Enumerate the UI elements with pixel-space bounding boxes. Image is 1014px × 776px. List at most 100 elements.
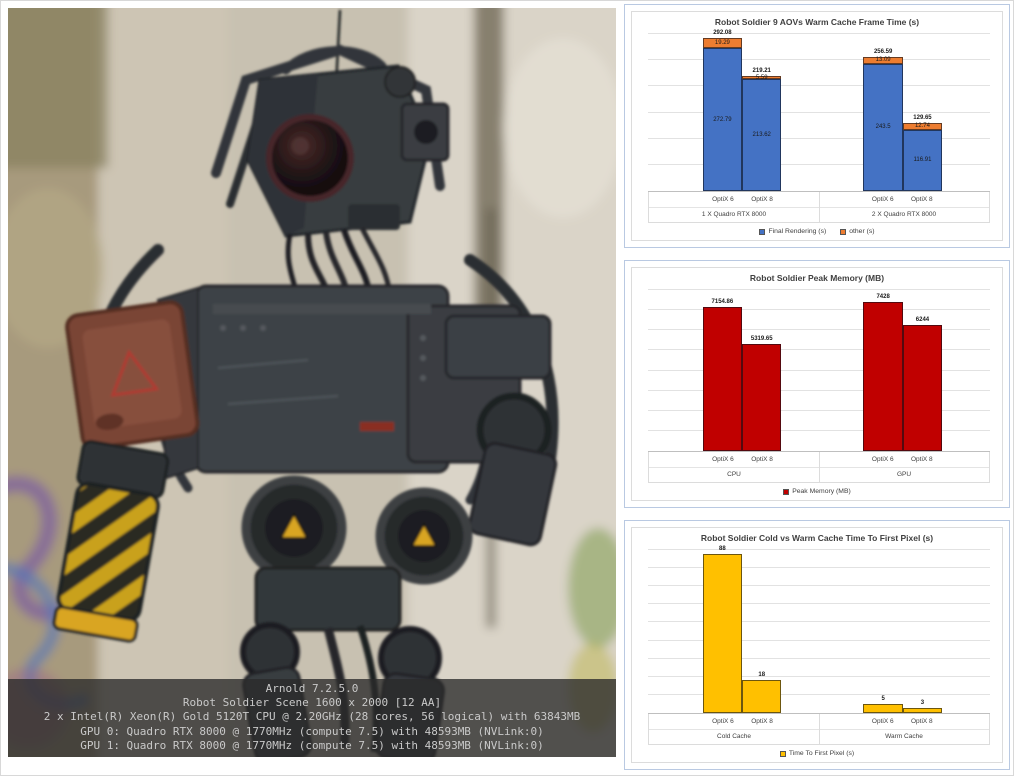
- axis-category-label: OptiX 6: [871, 196, 894, 203]
- gridline: [648, 309, 990, 311]
- chart-card-peak-memory: Robot Soldier Peak Memory (MB) 7154.86 53…: [624, 260, 1010, 508]
- render-info-overlay: Arnold 7.2.5.0 Robot Soldier Scene 1600 …: [8, 678, 616, 757]
- bar-final-rendering-s: [742, 79, 782, 191]
- bar-other-s: [702, 38, 743, 49]
- bar-total-label: 7154.86: [711, 299, 734, 306]
- axis-group-label: GPU: [896, 471, 912, 478]
- gridline: [648, 693, 990, 695]
- robot-illustration: [8, 8, 616, 757]
- axis-group-divider: [819, 452, 820, 482]
- gridline: [648, 389, 990, 391]
- bar-peak-memory-mb: [902, 325, 943, 451]
- segment-value-label: 19.29: [714, 40, 730, 47]
- legend-swatch: [759, 228, 766, 235]
- axis-category-label: OptiX 6: [871, 456, 894, 463]
- plot-area: 272.79 19.29 292.08 213.62 5.59 219.21 243.5 13…: [648, 30, 990, 192]
- segment-value-label: 116.91: [913, 157, 932, 164]
- legend-item: Peak Memory (MB): [783, 488, 851, 495]
- category-axis: OptiX 6 OptiX 8 OptiX 6 OptiX 8 Cold Cache Wa…: [648, 714, 990, 745]
- bar-total-label: 18: [758, 672, 766, 679]
- axis-group-label: Cold Cache: [717, 733, 751, 740]
- gridline: [648, 585, 990, 587]
- gridline: [648, 289, 990, 290]
- gridline: [648, 163, 990, 165]
- plot-area: 7154.86 5319.65 7428 6244: [648, 289, 990, 452]
- gridline: [648, 329, 990, 331]
- legend-item: Final Rendering (s): [759, 228, 826, 235]
- overlay-line-scene: Robot Soldier Scene 1600 x 2000 [12 AA]: [182, 696, 442, 710]
- bar-peak-memory-mb: [702, 307, 743, 451]
- gridline: [648, 33, 990, 34]
- axis-group-divider: [819, 714, 820, 744]
- chart-title: Robot Soldier Peak Memory (MB): [749, 273, 885, 283]
- bar-time-to-first-pixel-s: [702, 553, 743, 713]
- axis-group-label: Warm Cache: [885, 733, 923, 740]
- bar-time-to-first-pixel-s: [863, 703, 903, 713]
- bar-total-label: 3: [920, 699, 925, 706]
- bar-total-label: 5319.65: [750, 335, 773, 342]
- axis-category-label: OptiX 8: [911, 196, 933, 203]
- legend-swatch: [840, 228, 847, 235]
- chart-card-time-to-first-pixel: Robot Soldier Cold vs Warm Cache Time To…: [624, 520, 1010, 770]
- overlay-line-gpu0: GPU 0: Quadro RTX 8000 @ 1770MHz (comput…: [80, 724, 544, 738]
- bar-total-label: 6244: [915, 317, 930, 324]
- segment-value-label: 12.74: [914, 123, 930, 130]
- overlay-line-cpu: 2 x Intel(R) Xeon(R) Gold 5120T CPU @ 2.…: [43, 710, 581, 724]
- legend-item: other (s): [840, 228, 875, 235]
- gridline: [648, 429, 990, 431]
- axis-group-label: 2 X Quadro RTX 8000: [871, 211, 937, 218]
- bar-total-label: 129.65: [913, 115, 932, 122]
- legend-item: Time To First Pixel (s): [779, 750, 855, 757]
- gridline: [648, 675, 990, 677]
- overlay-line-gpu1: GPU 1: Quadro RTX 8000 @ 1770MHz (comput…: [80, 738, 544, 752]
- chart-card-frame-time: Robot Soldier 9 AOVs Warm Cache Frame Ti…: [624, 4, 1010, 248]
- axis-category-label: OptiX 8: [751, 196, 773, 203]
- bar-final-rendering-s: [863, 63, 903, 191]
- gridline: [648, 409, 990, 411]
- chart-legend: Final Rendering (s) other (s): [632, 223, 1002, 240]
- chart-title: Robot Soldier Cold vs Warm Cache Time To…: [700, 533, 934, 543]
- bar-peak-memory-mb: [863, 301, 903, 451]
- gridline: [648, 59, 990, 61]
- overlay-line-version: Arnold 7.2.5.0: [265, 681, 359, 695]
- bar-time-to-first-pixel-s: [902, 707, 943, 713]
- legend-swatch: [779, 750, 786, 757]
- chart-frame: Robot Soldier Peak Memory (MB) 7154.86 53…: [631, 267, 1003, 501]
- legend-swatch: [783, 488, 790, 495]
- segment-value-label: 272.79: [713, 116, 732, 123]
- axis-group-label: CPU: [727, 471, 741, 478]
- legend-label: Time To First Pixel (s): [788, 750, 855, 757]
- gridline: [648, 657, 990, 659]
- legend-label: Peak Memory (MB): [792, 488, 851, 495]
- chart-frame: Robot Soldier 9 AOVs Warm Cache Frame Ti…: [631, 11, 1003, 241]
- bar-other-s: [742, 76, 782, 80]
- axis-category-label: OptiX 6: [712, 718, 734, 725]
- axis-category-label: OptiX 8: [751, 456, 773, 463]
- axis-category-label: OptiX 6: [712, 456, 734, 463]
- gridline: [648, 349, 990, 351]
- segment-value-label: 213.62: [752, 132, 771, 139]
- segment-value-label: 5.59: [755, 74, 768, 81]
- bar-other-s: [863, 56, 903, 64]
- category-axis: OptiX 6 OptiX 8 OptiX 6 OptiX 8 CPU GPU: [648, 452, 990, 483]
- gridline: [648, 603, 990, 605]
- axis-category-label: OptiX 8: [911, 718, 933, 725]
- bar-total-label: 219.21: [752, 68, 771, 75]
- charts-column: Robot Soldier 9 AOVs Warm Cache Frame Ti…: [624, 4, 1010, 770]
- bar-time-to-first-pixel-s: [742, 680, 782, 713]
- bar-total-label: 88: [719, 545, 726, 552]
- bar-other-s: [902, 123, 943, 130]
- bar-total-label: 5: [881, 695, 885, 702]
- gridline: [648, 137, 990, 139]
- gridline: [648, 621, 990, 623]
- bar-final-rendering-s: [902, 129, 943, 191]
- gridline: [648, 111, 990, 113]
- plot-area: 88 18 5 3: [648, 546, 990, 714]
- bar-peak-memory-mb: [742, 343, 782, 451]
- chart-title: Robot Soldier 9 AOVs Warm Cache Frame Ti…: [714, 17, 920, 27]
- category-axis: OptiX 6 OptiX 8 OptiX 6 OptiX 8 1 X Quadro R…: [648, 192, 990, 223]
- legend-label: other (s): [849, 228, 875, 235]
- gridline: [648, 549, 990, 550]
- gridline: [648, 639, 990, 641]
- bar-total-label: 7428: [876, 293, 890, 300]
